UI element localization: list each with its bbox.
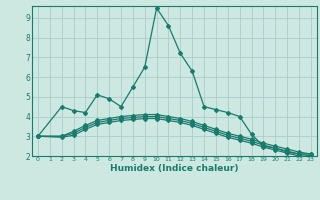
- X-axis label: Humidex (Indice chaleur): Humidex (Indice chaleur): [110, 164, 239, 173]
